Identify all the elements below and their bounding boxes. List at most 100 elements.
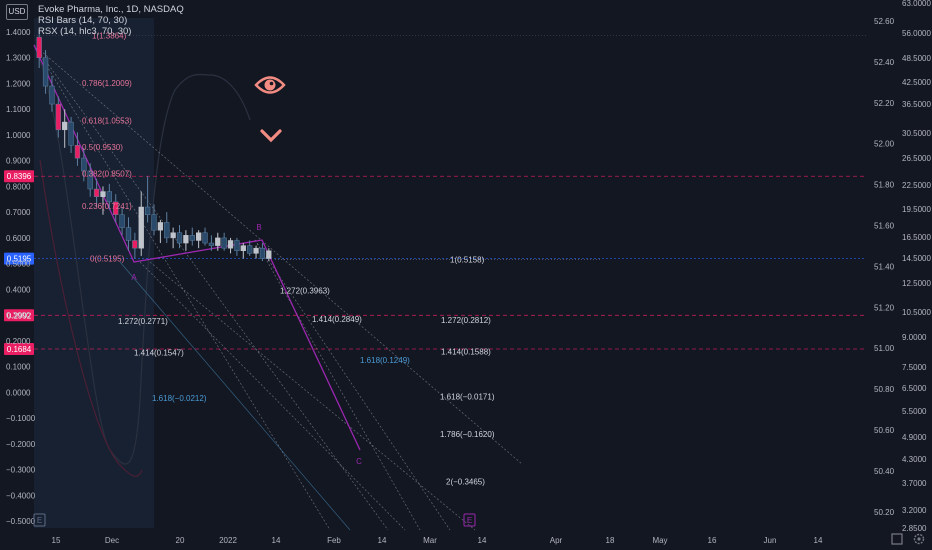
pattern-point-label: A [131, 273, 137, 282]
candle-body [132, 240, 138, 249]
extension-label: 1.618(−0.0212) [152, 394, 207, 403]
event-marker [463, 513, 476, 527]
gear-icon[interactable] [912, 532, 926, 546]
price-badge [4, 342, 34, 355]
price-badge [4, 170, 34, 183]
currency-badge[interactable]: USD [6, 4, 28, 20]
candle-body [221, 237, 227, 249]
candle-body [49, 85, 55, 105]
x-axis-tick: 16 [708, 536, 717, 545]
right-axis-tick: 10.5000 [902, 308, 931, 317]
x-axis-tick: 20 [176, 536, 185, 545]
candle-body [125, 227, 132, 241]
legend-rsx[interactable]: RSX (14, hlc3, 70, 30) [38, 26, 132, 37]
legend-rsi-bars[interactable]: RSI Bars (14, 70, 30) [38, 15, 128, 26]
eye-icon[interactable] [254, 72, 286, 98]
left-axis-tick: −0.5000 [6, 517, 36, 526]
extension-label: 1.618(−0.0171) [440, 393, 495, 402]
left-axis-tick: 0.3000 [6, 311, 31, 320]
right-inner-axis-tick: 51.00 [874, 344, 895, 353]
right-inner-axis-tick: 51.80 [874, 181, 895, 190]
right-inner-axis-tick: 50.80 [874, 385, 895, 394]
right-axis-tick: 4.9000 [902, 433, 927, 442]
right-inner-axis-tick: 51.20 [874, 303, 895, 312]
x-axis-tick: Mar [423, 536, 437, 545]
candle-body [176, 232, 183, 244]
right-axis-tick: 36.5000 [902, 100, 931, 109]
fib-retracement-label: 0.382(0.8507) [82, 169, 132, 178]
right-inner-axis-tick: 50.20 [874, 508, 895, 517]
chevron-down-icon[interactable] [259, 128, 283, 144]
right-axis-tick: 7.5000 [902, 363, 927, 372]
fib-retracement-label: 0.5(0.9530) [82, 143, 123, 152]
right-inner-axis-tick: 50.40 [874, 467, 895, 476]
right-axis-tick: 16.5000 [902, 233, 931, 242]
right-axis-tick: 4.3000 [902, 455, 927, 464]
price-badge [4, 252, 34, 265]
extension-label: 1.414(0.1547) [134, 349, 184, 358]
candle-body [227, 240, 234, 249]
fib-retracement-label: 0.236(0.7241) [82, 202, 132, 211]
candle-body [74, 144, 81, 159]
candle-body [247, 245, 253, 254]
extension-label: 1.414(0.2849) [312, 315, 362, 324]
right-axis-tick: 3.7000 [902, 479, 927, 488]
right-inner-axis-tick: 52.60 [874, 17, 895, 26]
x-axis-tick: 14 [814, 536, 823, 545]
candle-body [144, 206, 151, 215]
fib-retracement-label: 0(0.5195) [90, 255, 125, 264]
candle-body [87, 170, 93, 190]
candle-body [68, 121, 74, 146]
pattern-point-label: B [256, 223, 261, 232]
right-axis-tick: 56.0000 [902, 29, 931, 38]
expand-icon[interactable] [890, 532, 904, 546]
candle-body [81, 157, 87, 172]
fan-line [254, 239, 421, 531]
right-axis-tick: 3.2000 [902, 506, 927, 515]
x-axis-tick: 15 [52, 536, 61, 545]
price-badge-label: 0.8396 [7, 172, 32, 181]
candle-body [151, 214, 157, 231]
right-axis-tick: 48.5000 [902, 54, 931, 63]
candle-body [208, 242, 215, 246]
candle-body [253, 247, 259, 254]
left-axis-tick: 0.5000 [6, 260, 31, 269]
right-axis-tick: 14.5000 [902, 254, 931, 263]
right-axis-bg [866, 0, 932, 550]
left-axis-tick: 1.4000 [6, 28, 31, 37]
fan-line [33, 44, 523, 465]
candle-body [36, 36, 42, 58]
x-axis-tick: Feb [327, 536, 341, 545]
candle-body [240, 245, 246, 252]
price-badge-label: 0.2992 [7, 311, 32, 320]
rsi-curve [39, 159, 143, 477]
left-axis-tick: 0.6000 [6, 234, 31, 243]
candle-body [259, 247, 266, 259]
right-axis-tick: 2.8500 [902, 524, 927, 533]
candle-body [113, 201, 119, 215]
candle-body [215, 237, 221, 246]
candle-body [202, 232, 208, 244]
candle-body [170, 232, 176, 239]
extension-label: 1.272(0.2812) [441, 316, 491, 325]
fan-line [33, 44, 389, 531]
right-inner-axis-tick: 52.00 [874, 140, 895, 149]
right-axis-tick: 5.5000 [902, 407, 927, 416]
right-axis-tick: 30.5000 [902, 129, 931, 138]
left-axis-tick: 0.0000 [6, 388, 31, 397]
extension-label: 1.272(0.3963) [280, 286, 330, 295]
candle-body [119, 214, 125, 228]
legend-symbol[interactable]: Evoke Pharma, Inc., 1D, NASDAQ [38, 4, 184, 15]
chart-legend: Evoke Pharma, Inc., 1D, NASDAQ RSI Bars … [38, 4, 184, 37]
x-axis-tick: 18 [606, 536, 615, 545]
rsx-curve [39, 59, 251, 465]
right-axis-tick: 12.5000 [902, 279, 931, 288]
x-axis-tick: 14 [478, 536, 487, 545]
x-axis-tick: Dec [105, 536, 119, 545]
candle-body [195, 232, 202, 241]
left-axis-tick: 1.2000 [6, 79, 31, 88]
candle-body [42, 57, 49, 87]
candle-body [157, 222, 164, 231]
right-inner-axis-tick: 52.40 [874, 58, 895, 67]
